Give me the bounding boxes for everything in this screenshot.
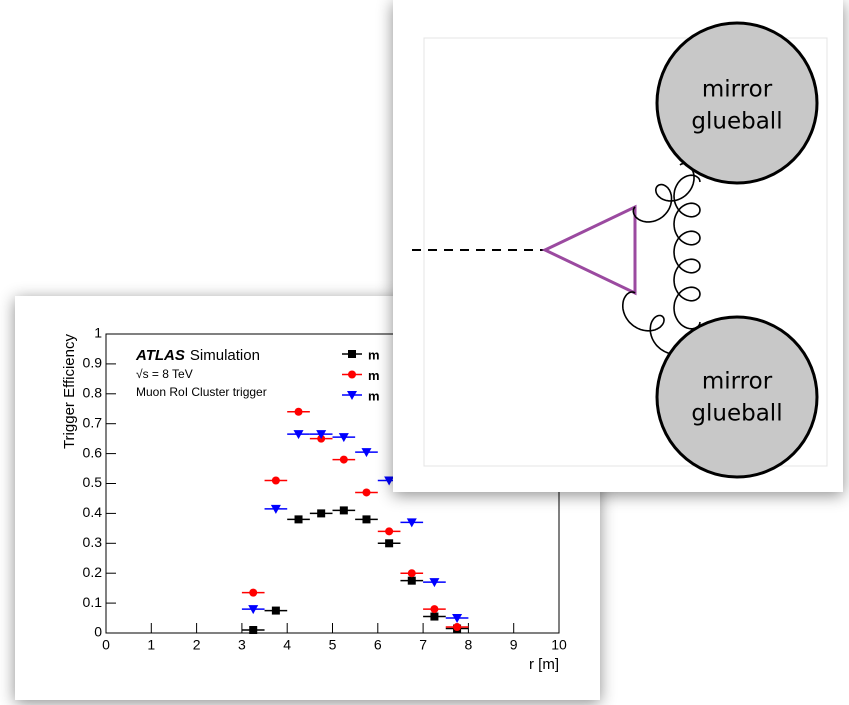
x-tick-label: 0 [102,637,110,653]
marker [249,626,258,635]
node-label: mirror [702,77,773,103]
marker [294,515,303,524]
marker [407,569,416,578]
y-tick-label: 0.7 [83,414,103,430]
marker [406,518,417,528]
legend-label: m [368,368,380,383]
diagram-frame [423,37,828,467]
marker [348,350,356,358]
annotation: ATLAS Simulation [135,347,260,364]
marker [362,488,371,497]
marker [453,623,462,632]
marker [293,430,304,440]
y-axis-label: Trigger Efficiency [61,334,78,450]
marker [316,430,327,440]
marker [348,370,356,379]
y-tick-label: 0.3 [83,534,103,550]
x-tick-label: 7 [419,637,427,653]
x-tick-label: 2 [193,637,201,653]
x-tick-label: 5 [329,637,337,653]
plot: 00.10.20.30.40.50.60.70.80.910 1 2 3 4 5 6 7 8 9 1… [61,325,567,673]
y-tick-label: 0.2 [83,564,103,580]
marker [271,476,280,485]
marker [452,614,463,624]
gluon [632,162,695,223]
marker [249,588,258,597]
legend-label: m [368,347,380,362]
x-tick-label: 4 [283,637,291,653]
loop-triangle [541,204,637,296]
legend-label: m [368,388,380,403]
y-tick-label: 0.5 [83,474,103,490]
marker [339,455,348,464]
marker [271,606,280,615]
y-tick-label: 0.9 [83,355,103,371]
glueball [655,315,819,479]
marker [361,448,372,458]
x-tick-label: 3 [238,637,246,653]
x-tick-label: 9 [510,637,518,653]
x-tick-label: 6 [374,637,382,653]
x-tick-label: 10 [551,637,567,653]
marker [339,506,348,515]
marker [430,605,439,614]
marker [384,476,395,486]
marker [317,509,326,518]
marker [338,433,349,443]
marker [362,515,371,524]
marker [429,578,440,588]
node-label: mirror [702,369,773,395]
y-tick-label: 0.6 [83,444,103,460]
node-label: glueball [691,109,782,135]
marker [385,527,394,536]
marker [347,391,357,400]
diagram-card: mirror glueball mirror glueball [393,0,843,492]
marker [294,407,303,416]
marker [270,504,281,514]
glueball [655,21,819,185]
node-label: glueball [691,401,782,427]
marker [385,539,394,548]
gluon [673,174,701,330]
y-tick-label: 1 [94,325,102,341]
marker [407,576,416,585]
x-tick-label: 1 [147,637,155,653]
annotation: √s = 8 TeV [136,367,193,381]
x-tick-label: 8 [465,637,473,653]
marker [430,612,439,621]
y-tick-label: 0 [94,624,102,640]
x-axis-label: r [m] [529,656,559,673]
annotation-part: ATLAS [135,347,185,364]
annotation-part: Simulation [190,347,260,364]
y-tick-label: 0.4 [83,504,103,520]
y-tick-label: 0.8 [83,385,103,401]
y-tick-label: 0.1 [83,594,103,610]
marker [248,605,259,615]
annotation: Muon RoI Cluster trigger [136,385,267,399]
